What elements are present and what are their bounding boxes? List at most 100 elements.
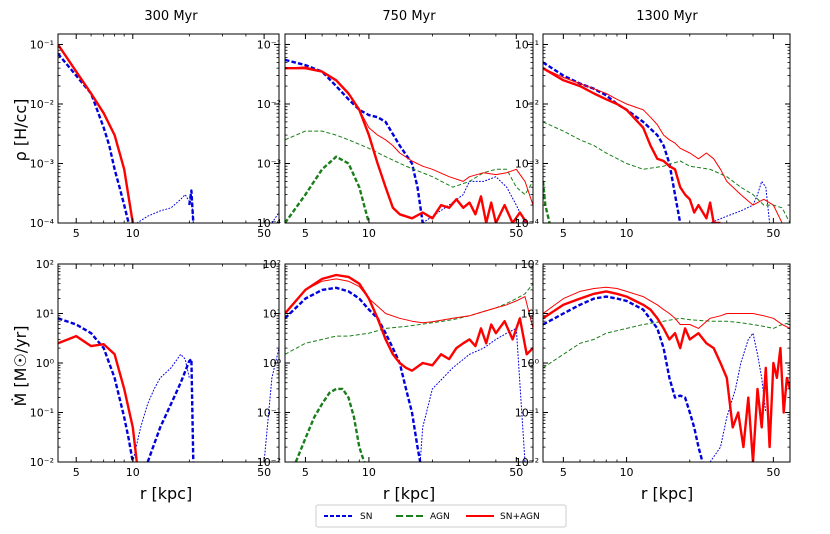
series-sn-line [58,317,134,462]
x-tick-label: 10 [362,227,376,240]
y-tick-label: 10¹ [263,308,281,321]
plot-area [58,264,279,462]
series-sn-line [709,332,767,462]
x-tick-label: 5 [302,227,309,240]
axes-frame [284,33,534,224]
legend-frame [315,504,567,528]
x-tick-label: 50 [257,466,271,479]
legend-snagn-label: SN+AGN [500,512,540,522]
legend: SN AGN SN+AGN [315,504,567,528]
y-tick-label: 10⁻¹ [30,38,54,51]
x-tick-label: 50 [257,227,271,240]
ylabel-mdot: Ṁ [M☉/yr] [11,326,30,407]
legend-agn-label: AGN [430,512,450,522]
series-agn-line [294,387,366,462]
y-tick-label: 10⁻¹ [515,38,539,51]
y-tick-label: 10¹ [36,308,54,321]
y-tick-label: 10¹ [521,308,539,321]
series-sn-line [419,327,526,462]
y-tick-label: 10⁻² [257,456,281,469]
series-sn-line [58,52,130,223]
series-agn-line [285,283,533,355]
column-title-1300: 1300 Myr [636,9,698,24]
plot-area [285,34,533,223]
y-tick-label: 10⁻¹ [257,407,281,420]
xlabel-col1: r [kpc] [140,484,192,503]
x-tick-label: 50 [766,466,780,479]
x-tick-label: 10 [620,466,634,479]
xlabel-col3: r [kpc] [641,484,693,503]
series-agn-line [285,155,371,223]
x-tick-label: 10 [620,227,634,240]
series-sn-line [680,180,771,223]
x-tick-label: 10 [126,227,140,240]
y-tick-label: 10⁻¹ [257,38,281,51]
y-tick-label: 10⁻⁴ [515,217,540,230]
series-group [543,286,790,462]
series-group [58,43,279,223]
series-sn-agn-line [543,290,790,462]
series-sn-agn-line [285,273,533,372]
axes-frame [542,33,791,224]
y-tick-label: 10⁰ [36,357,55,370]
series-sn-agn-line [543,67,721,223]
series-sn-line [271,212,279,223]
series-sn-agn-line [285,66,533,206]
x-tick-label: 5 [560,466,567,479]
series-sn-agn-line [543,67,790,223]
y-tick-label: 10⁻¹ [515,407,539,420]
panel-6: 5 10 50 10⁻² 10⁻¹ 10⁰ 10¹ 10² [515,258,791,479]
panel-3: 5 10 50 10⁻⁴ 10⁻³ 10⁻² 10⁻¹ [515,33,791,240]
ylabel-density: ρ [H/cc] [11,99,30,162]
series-sn-line [543,295,704,462]
series-sn-agn-line [58,334,138,462]
y-tick-label: 10⁻² [515,456,539,469]
plot-area [285,264,533,462]
y-tick-label: 10⁻³ [257,157,281,170]
xlabel-col2: r [kpc] [383,484,435,503]
x-tick-label: 50 [509,227,523,240]
y-tick-label: 10⁻² [30,98,54,111]
legend-sn-label: SN [360,512,372,522]
x-tick-label: 5 [302,466,309,479]
y-tick-label: 10⁰ [263,357,282,370]
series-sn-agn-line [58,43,134,223]
series-agn-line [285,130,533,196]
x-tick-label: 10 [362,466,376,479]
series-sn-line [422,176,526,223]
y-tick-label: 10⁰ [521,357,540,370]
series-group [285,58,533,223]
y-tick-label: 10⁻³ [515,157,539,170]
axes-frame [57,33,280,224]
x-tick-label: 5 [560,227,567,240]
y-tick-label: 10⁻⁴ [30,217,55,230]
series-sn-line [263,347,279,462]
series-group [58,317,279,462]
x-tick-label: 5 [73,227,80,240]
y-tick-label: 10⁻² [257,98,281,111]
y-tick-label: 10² [521,258,539,271]
series-sn-line [188,189,195,223]
y-tick-label: 10⁻¹ [30,407,54,420]
x-tick-label: 50 [766,227,780,240]
y-tick-label: 10⁻³ [30,157,54,170]
y-tick-label: 10² [263,258,281,271]
y-tick-label: 10⁻⁴ [257,217,282,230]
series-sn-agn-line [543,286,790,329]
column-title-300: 300 Myr [144,9,198,24]
y-tick-label: 10² [36,258,54,271]
x-tick-label: 50 [509,466,523,479]
series-sn-line [146,357,195,462]
x-tick-label: 5 [73,466,80,479]
series-group [285,273,533,462]
series-group [543,61,790,223]
plot-area [58,34,279,223]
series-sn-line [285,58,424,223]
series-sn-agn-line [285,278,533,329]
x-tick-label: 10 [126,466,140,479]
